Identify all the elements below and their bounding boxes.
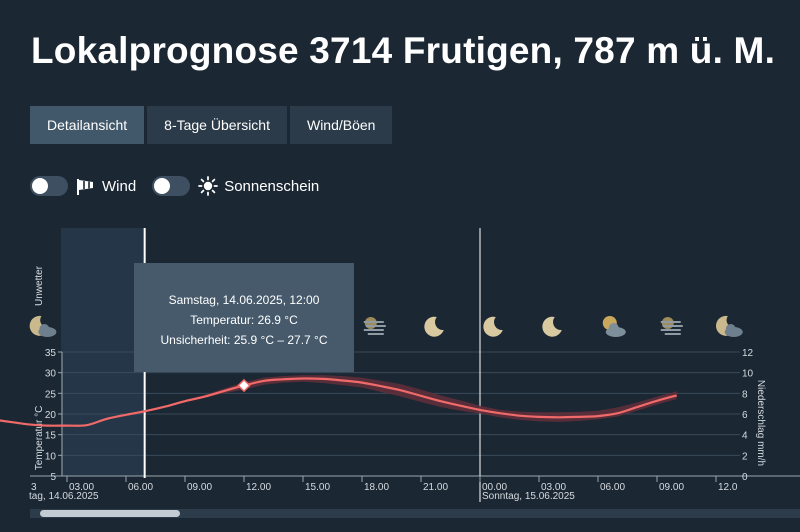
x-tick-label: 15.00 [305,482,330,493]
x-tick-label: 12.00 [246,482,271,493]
x-tick-label: 06.00 [128,482,153,493]
page-title: Lokalprognose 3714 Frutigen, 787 m ü. M. [31,30,776,71]
fog-icon [363,317,386,335]
y-tick-label-right: 2 [742,451,748,462]
y-tick-label-right: 8 [742,389,748,400]
x-tick-label: 06.00 [600,482,625,493]
y-tick-label-left: 5 [50,472,56,483]
x-tick-label: 03.00 [69,482,94,493]
y-axis-label-left: Temperatur °C [34,406,45,471]
y-tick-label-left: 35 [45,348,57,359]
x-tick-label: 09.00 [659,482,684,493]
y-tick-label-right: 6 [742,410,748,421]
chart-scrollbar[interactable] [30,509,800,518]
tooltip-datetime: Samstag, 14.06.2025, 12:00 [168,293,320,307]
sun-icon [198,176,219,196]
chart-scrollbar-thumb[interactable] [40,510,180,517]
windsock-icon [76,176,96,196]
x-tick-label: 03.00 [541,482,566,493]
y-tick-label-left: 15 [45,431,57,442]
wind-toggle[interactable] [30,176,68,196]
x-tick-label: 00.00 [482,482,507,493]
highlight-point-marker[interactable] [237,378,251,393]
y-tick-label-right: 10 [742,369,754,380]
tab-detailansicht[interactable]: Detailansicht [30,106,145,144]
x-tick-label: 12.0 [718,482,738,493]
sunshine-toggle[interactable] [152,176,191,196]
wind-label: Wind [102,177,137,195]
day-label: tag, 14.06.2025 [29,491,99,502]
x-tick-label: 21.00 [423,482,448,493]
sunshine-label: Sonnenschein [224,177,320,195]
chart-tooltip: Samstag, 14.06.2025, 12:00 Temperatur: 2… [134,263,354,372]
x-tick-label-edge: 3 [31,482,37,493]
y-tick-label-left: 10 [45,451,57,462]
sun-cloud-icon [602,316,626,337]
y-tick-label-left: 25 [45,389,57,400]
day-label: Sonntag, 15.06.2025 [482,491,575,502]
tooltip-temperature: Temperatur: 26.9 °C [190,313,298,327]
sunshine-toggle-knob [154,178,171,194]
x-tick-label: 09.00 [187,482,212,493]
x-tick-label: 18.00 [364,482,389,493]
chart-toggles: Wind Sonnenschein [30,176,319,196]
moon-cloud-icon [29,315,57,337]
moon-icon [424,316,444,337]
y-axis-label-right: Niederschlag mm/h [755,380,766,466]
y-tick-label-left: 30 [45,369,57,380]
y-tick-label-right: 0 [742,472,748,483]
warnings-row-label: Unwetter [34,265,45,306]
moon-icon [483,316,503,337]
y-tick-label-right: 4 [742,431,748,442]
forecast-chart[interactable]: 5 10 15 20 25 30 35 0 2 4 6 8 10 12 Temperatur °C Niede… [0,228,800,506]
temperature-line[interactable] [0,377,677,427]
wind-toggle-knob [32,178,48,194]
tab-8-tage-uebersicht[interactable]: 8-Tage Übersicht [147,106,287,144]
moon-icon [542,316,562,337]
y-tick-label-left: 20 [45,410,57,421]
tooltip-uncertainty: Unsicherheit: 25.9 °C – 27.7 °C [160,333,328,347]
uncertainty-band [0,375,677,426]
view-tabs: Detailansicht 8-Tage Übersicht Wind/Böen [30,106,393,144]
fog-icon [660,317,683,335]
moon-cloud-icon [716,315,743,337]
y-tick-label-right: 12 [742,348,754,359]
tab-wind-boeen[interactable]: Wind/Böen [289,106,393,144]
